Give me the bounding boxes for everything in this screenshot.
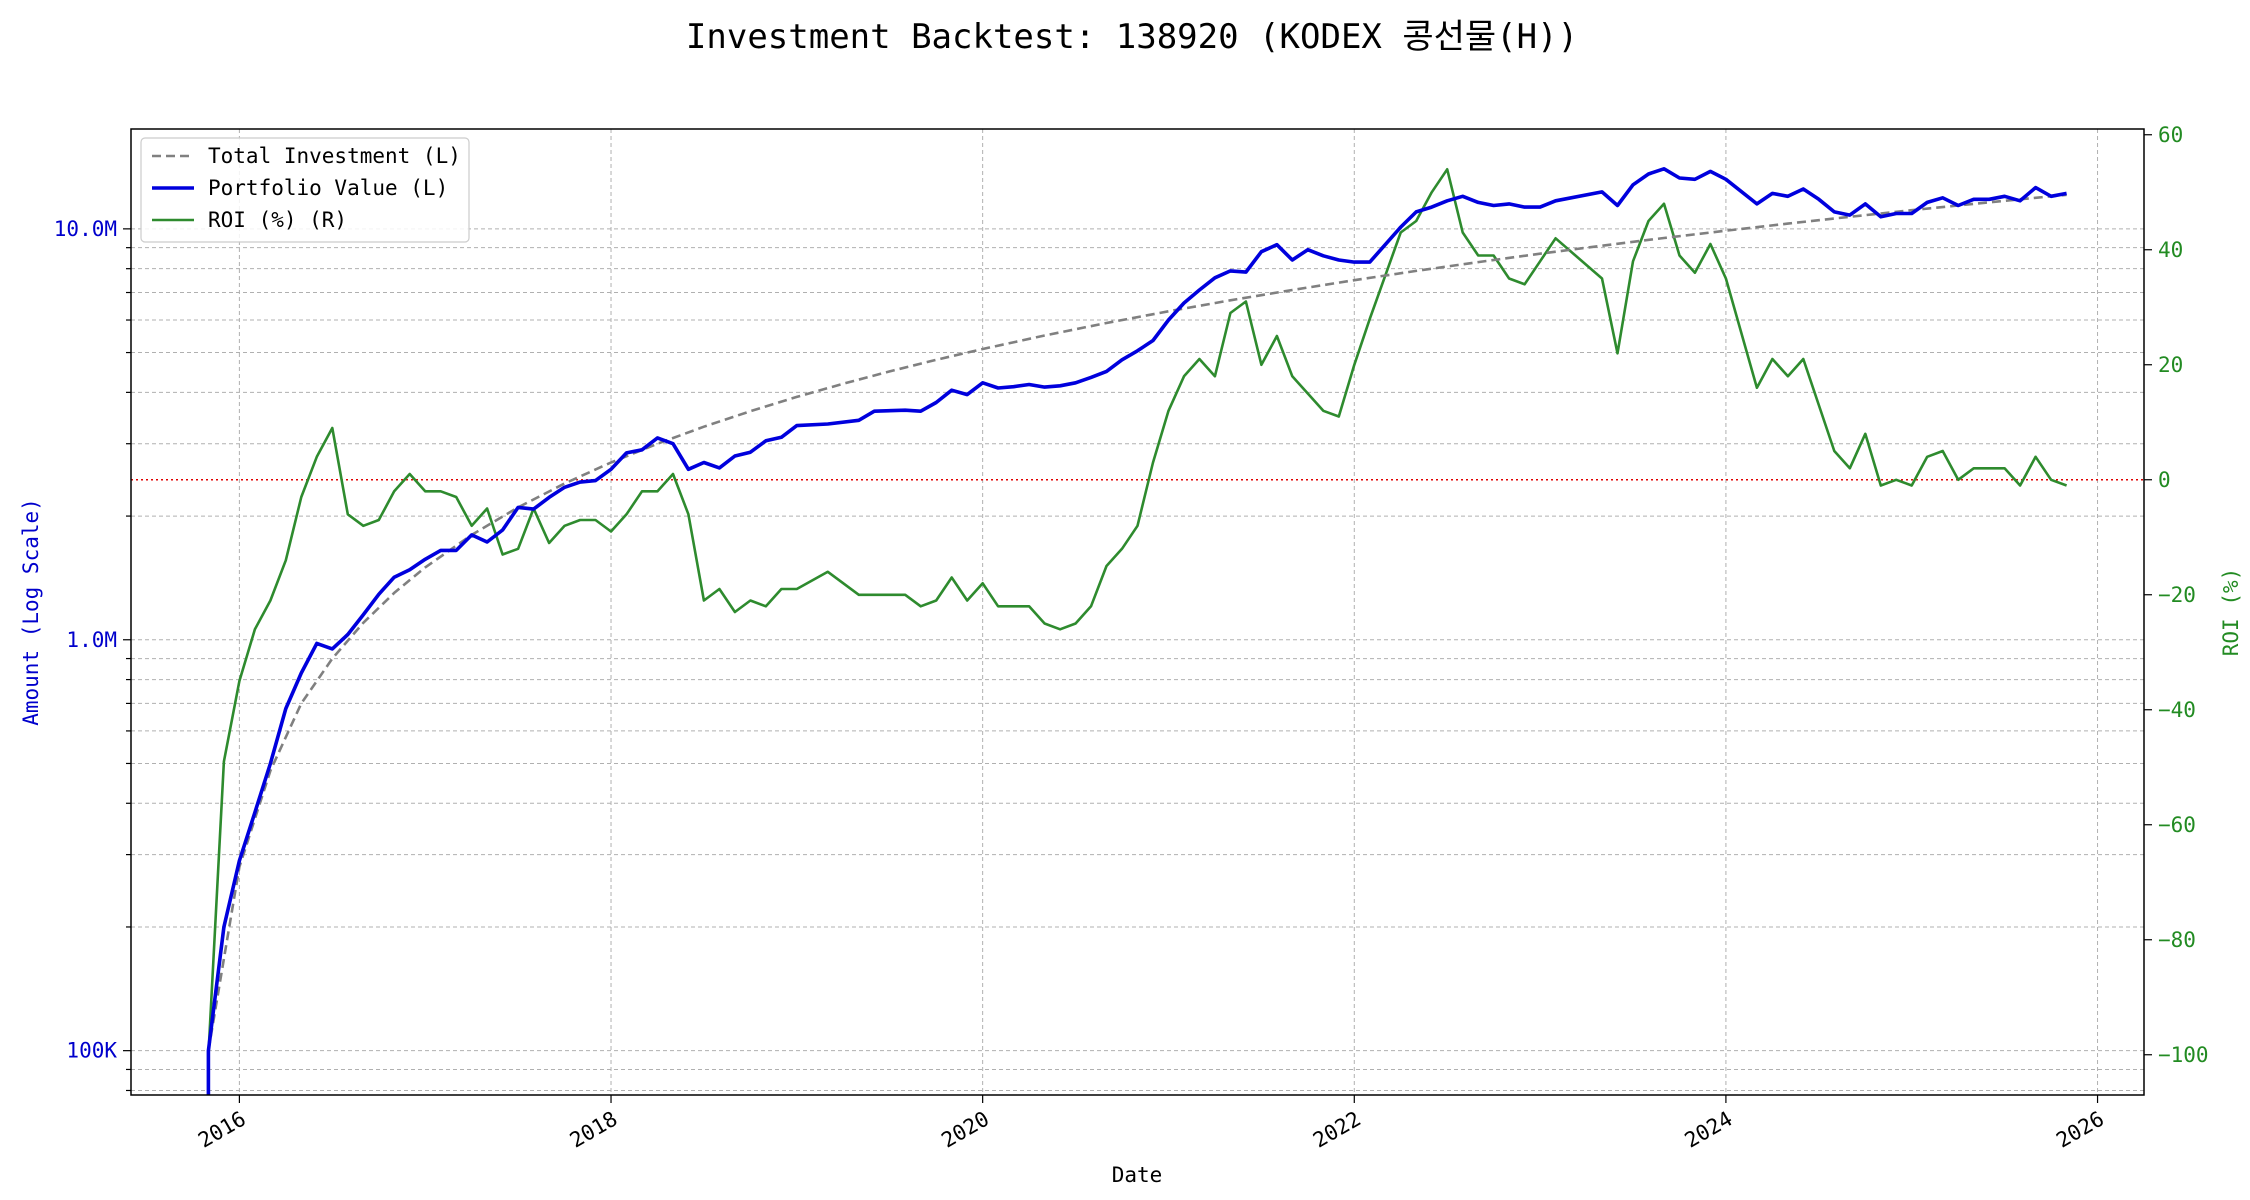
right-axis: −100 −80 −60 −40 −20 0 20 40 60 xyxy=(2144,123,2209,1067)
right-tick-label: 60 xyxy=(2158,123,2183,147)
legend-label: Total Investment (L) xyxy=(208,144,461,168)
right-tick-label: −20 xyxy=(2158,583,2196,607)
right-tick-label: −100 xyxy=(2158,1043,2209,1067)
right-tick-label: 0 xyxy=(2158,468,2171,492)
plot-series xyxy=(206,167,2068,1095)
left-axis: 100K 1.0M 10.0M xyxy=(54,217,131,1092)
grid-lines xyxy=(131,129,2144,1095)
right-tick-label: 40 xyxy=(2158,238,2183,262)
x-axis-label: Date xyxy=(1112,1163,1163,1187)
legend: Total Investment (L) Portfolio Value (L) R… xyxy=(140,137,470,243)
legend-label: ROI (%) (R) xyxy=(208,208,347,232)
chart-title: Investment Backtest: 138920 (KODEX 콩선물(H… xyxy=(686,17,1578,57)
series-line-2 xyxy=(207,168,2068,1055)
series-line-1 xyxy=(206,167,2067,1095)
right-axis-label: ROI (%) xyxy=(2219,568,2243,657)
right-tick-label: −60 xyxy=(2158,813,2196,837)
left-tick-label: 1.0M xyxy=(66,628,117,652)
left-tick-label: 100K xyxy=(66,1039,117,1063)
left-tick-label: 10.0M xyxy=(54,217,117,241)
right-tick-label: −40 xyxy=(2158,698,2196,722)
left-axis-label: Amount (Log Scale) xyxy=(19,498,43,726)
right-tick-label: −80 xyxy=(2158,928,2196,952)
legend-box xyxy=(140,137,470,243)
legend-label: Portfolio Value (L) xyxy=(208,176,448,200)
right-tick-label: 20 xyxy=(2158,353,2183,377)
plot-frame xyxy=(130,128,2145,1096)
series-line-0 xyxy=(207,193,2067,1051)
